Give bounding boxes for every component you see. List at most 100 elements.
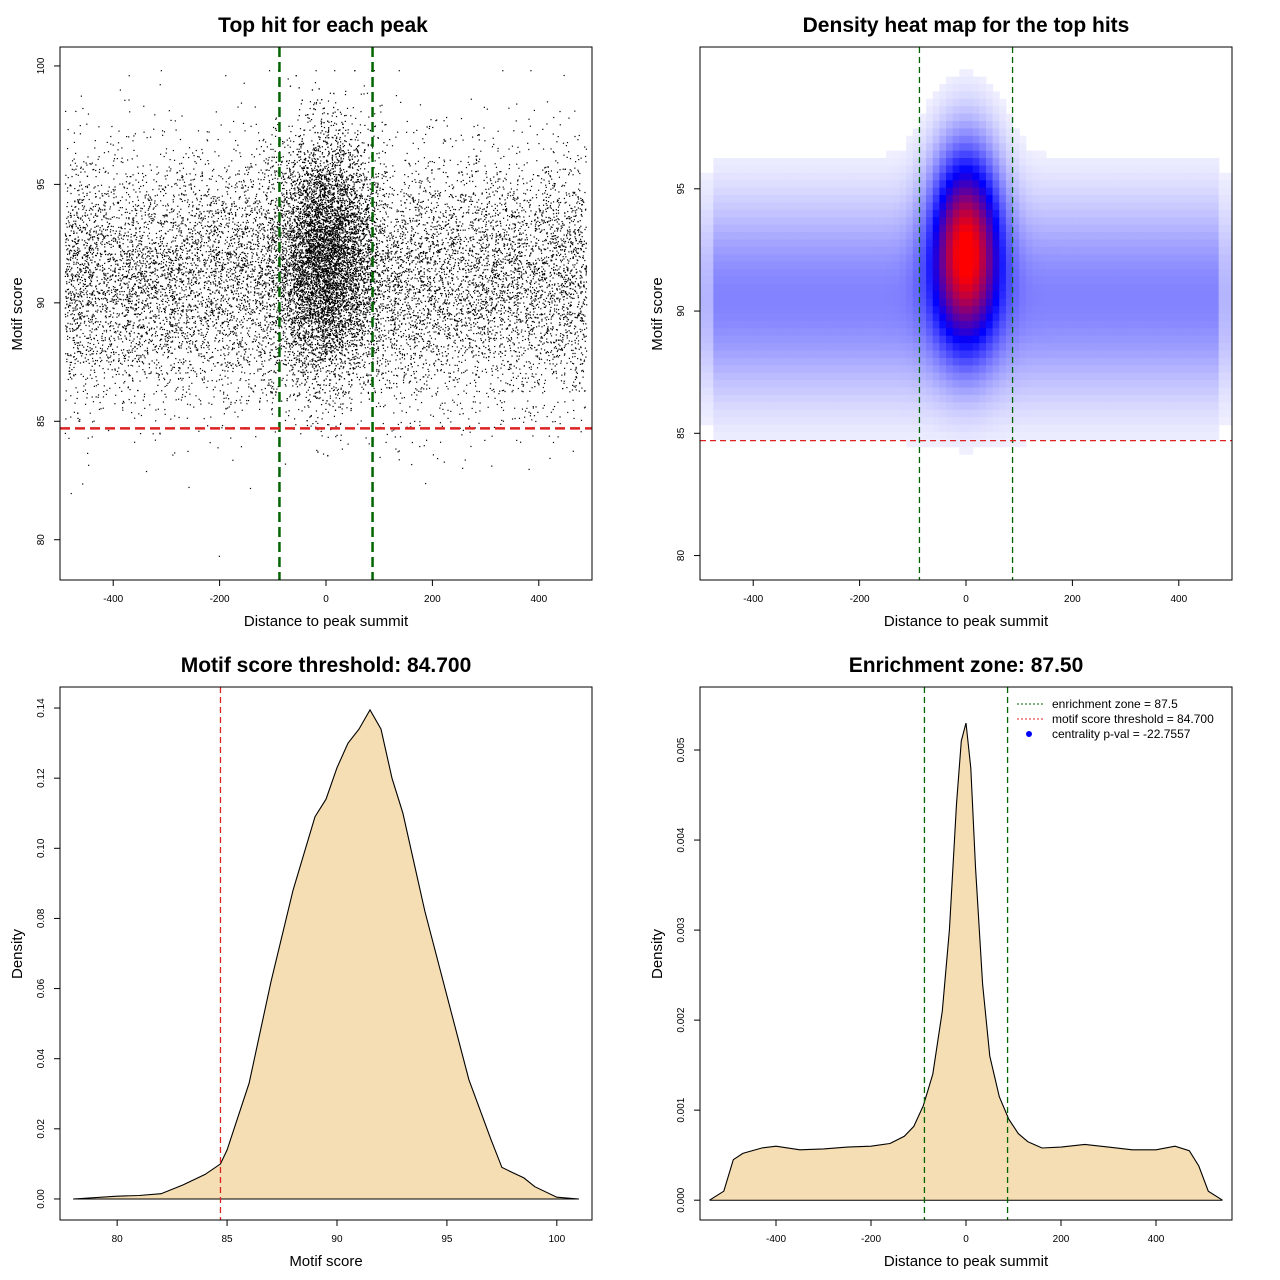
scatter-point xyxy=(206,327,208,330)
scatter-point xyxy=(465,275,468,278)
scatter-point xyxy=(163,216,165,218)
scatter-point xyxy=(461,259,463,262)
scatter-point xyxy=(252,320,254,322)
scatter-point xyxy=(368,244,370,246)
scatter-point xyxy=(517,295,520,297)
scatter-point xyxy=(221,231,224,233)
scatter-point xyxy=(313,288,315,290)
scatter-point xyxy=(181,329,183,332)
scatter-point xyxy=(375,182,377,184)
scatter-point xyxy=(350,332,353,334)
scatter-point xyxy=(266,327,268,329)
scatter-point xyxy=(353,215,355,217)
scatter-point xyxy=(398,267,400,269)
scatter-point xyxy=(367,230,369,232)
scatter-point xyxy=(307,236,310,238)
scatter-point xyxy=(157,384,159,386)
scatter-point xyxy=(410,237,413,239)
scatter-point xyxy=(105,242,108,244)
scatter-point xyxy=(117,326,119,328)
scatter-point xyxy=(296,192,298,194)
scatter-point xyxy=(389,186,391,188)
scatter-point xyxy=(245,348,247,350)
scatter-point xyxy=(374,282,376,284)
scatter-point xyxy=(580,419,583,421)
scatter-point xyxy=(442,303,444,305)
scatter-point xyxy=(125,338,128,340)
scatter-point xyxy=(486,238,488,241)
scatter-point xyxy=(129,298,131,300)
scatter-point xyxy=(168,330,171,332)
scatter-point xyxy=(177,205,179,207)
scatter-point xyxy=(392,310,394,312)
scatter-point xyxy=(103,377,106,379)
scatter-point xyxy=(173,274,176,276)
scatter-point xyxy=(210,261,212,263)
scatter-point xyxy=(145,266,147,269)
scatter-point xyxy=(513,302,515,304)
scatter-point xyxy=(128,324,130,326)
scatter-point xyxy=(502,336,504,339)
scatter-point xyxy=(121,274,123,276)
scatter-point xyxy=(497,150,499,152)
scatter-point xyxy=(79,133,81,135)
scatter-point xyxy=(491,146,494,148)
scatter-point xyxy=(182,274,185,276)
scatter-point xyxy=(290,310,293,312)
scatter-point xyxy=(492,254,494,257)
scatter-point xyxy=(92,247,94,249)
scatter-point xyxy=(70,216,72,219)
scatter-point xyxy=(158,374,160,376)
scatter-point xyxy=(346,309,348,311)
scatter-point xyxy=(199,319,201,322)
scatter-point xyxy=(101,253,103,256)
scatter-point xyxy=(171,260,173,262)
scatter-point xyxy=(180,280,183,282)
scatter-point xyxy=(348,302,351,304)
scatter-point xyxy=(145,226,148,229)
scatter-point xyxy=(367,128,369,130)
scatter-point xyxy=(438,350,440,352)
scatter-point xyxy=(227,212,229,214)
scatter-point xyxy=(142,292,144,294)
scatter-point xyxy=(538,205,540,207)
scatter-point xyxy=(119,293,121,295)
scatter-point xyxy=(504,300,506,302)
scatter-point xyxy=(508,284,510,286)
scatter-point xyxy=(459,293,461,295)
scatter-point xyxy=(76,280,79,282)
scatter-point xyxy=(440,326,442,328)
scatter-point xyxy=(444,302,447,305)
scatter-point xyxy=(414,206,416,209)
scatter-point xyxy=(98,264,100,266)
scatter-point xyxy=(161,348,163,350)
scatter-point xyxy=(235,364,237,366)
scatter-point xyxy=(142,248,144,250)
scatter-point xyxy=(317,225,319,228)
scatter-point xyxy=(583,286,586,288)
scatter-point xyxy=(270,327,272,329)
scatter-point xyxy=(546,350,548,353)
scatter-point xyxy=(79,418,81,421)
scatter-point xyxy=(445,216,447,218)
scatter-point xyxy=(409,313,411,315)
scatter-point xyxy=(294,256,297,258)
scatter-point xyxy=(212,270,214,272)
scatter-point xyxy=(255,324,257,326)
scatter-point xyxy=(418,298,420,300)
scatter-point xyxy=(355,225,357,227)
scatter-point xyxy=(148,216,150,218)
scatter-point xyxy=(526,224,528,226)
scatter-point xyxy=(400,264,403,266)
scatter-point xyxy=(371,327,374,329)
scatter-point xyxy=(122,299,125,301)
scatter-point xyxy=(428,364,431,366)
scatter-point xyxy=(387,304,389,306)
scatter-point xyxy=(563,264,565,266)
scatter-point xyxy=(220,298,222,300)
scatter-point xyxy=(203,210,205,213)
scatter-point xyxy=(402,303,404,305)
scatter-point xyxy=(518,239,521,241)
scatter-point xyxy=(243,298,246,301)
scatter-point xyxy=(300,371,302,373)
